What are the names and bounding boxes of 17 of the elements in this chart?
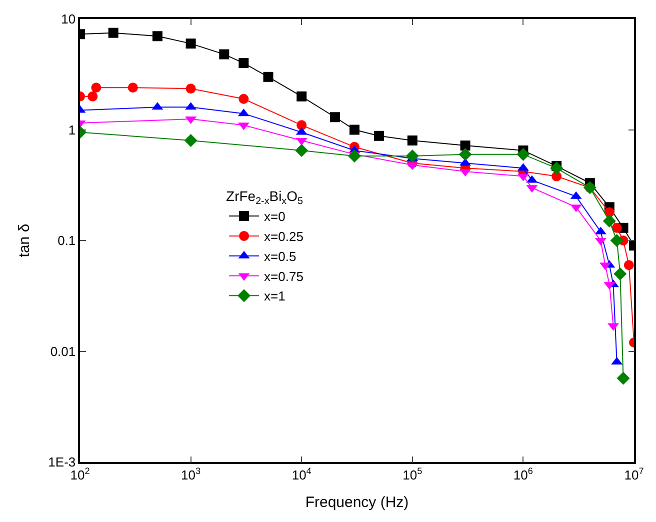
legend-label: x=0.75 (264, 268, 304, 284)
legend-label: x=0.25 (264, 229, 304, 244)
y-tick-label: 10 (61, 12, 76, 27)
legend-title: ZrFe$_{2-x}$Bi$_{x}$O$_{5}$ (226, 188, 304, 208)
x-tick-label: 10$^{5}$ (402, 466, 422, 482)
y-tick-label: 1 (68, 122, 76, 138)
x-axis-title: Frequency (Hz) (305, 494, 409, 511)
x-tick-label: 10$^{7}$ (624, 466, 644, 482)
y-axis-title: tan δ (16, 224, 33, 258)
x-tick-label: 10$^{6}$ (513, 466, 533, 482)
legend-label: x=1 (264, 288, 286, 304)
y-tick-label: 0.01 (50, 344, 76, 359)
x-tick-label: 10$^{4}$ (292, 466, 312, 482)
legend-label: x=0.5 (264, 248, 296, 264)
y-tick-label: 0.1 (58, 233, 76, 248)
legend-label: x=0 (264, 209, 286, 224)
x-tick-label: 10$^{3}$ (181, 466, 201, 482)
